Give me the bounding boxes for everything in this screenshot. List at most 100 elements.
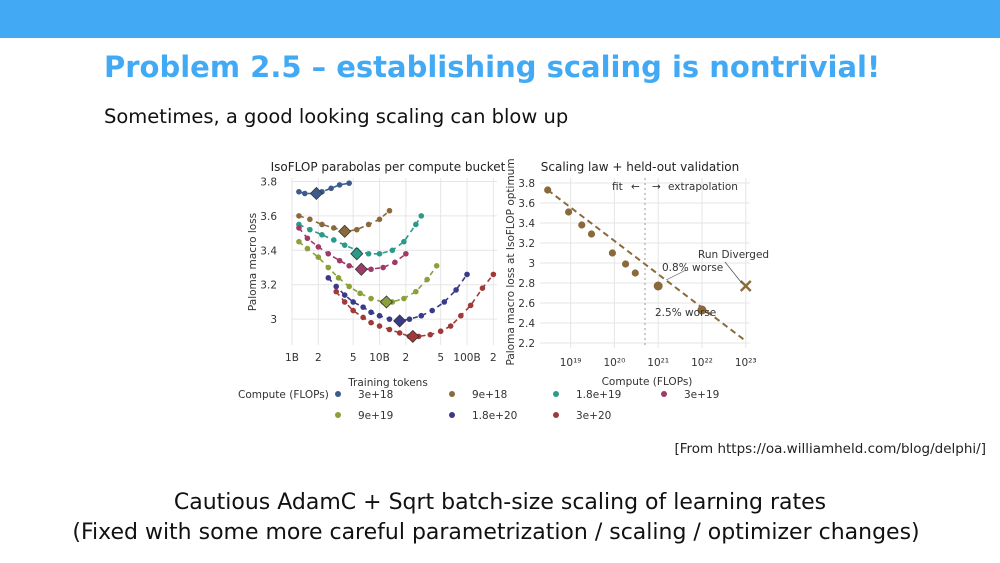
data-point	[307, 216, 313, 223]
right-ytick-label: 2.4	[518, 318, 535, 330]
isoflop-chart: IsoFLOP parabolas per compute bucket 3 3.…	[238, 160, 719, 422]
data-point	[325, 264, 332, 271]
data-point	[365, 250, 372, 257]
right-chart-title: Scaling law + held-out validation	[541, 160, 740, 174]
left-ytick-label: 3.6	[260, 211, 277, 223]
data-point	[341, 242, 348, 248]
data-point	[350, 299, 356, 305]
data-point	[346, 283, 352, 290]
annotation-leader	[724, 261, 743, 284]
data-point	[325, 250, 332, 257]
bottom-text-line-1: Cautious AdamC + Sqrt batch-size scaling…	[173, 490, 827, 515]
annotation-extrapolation: extrapolation	[668, 181, 738, 193]
data-point	[353, 226, 360, 233]
data-point	[346, 263, 352, 269]
header-bar	[0, 0, 1000, 38]
right-ytick-label: 3.8	[518, 178, 535, 190]
data-point	[376, 250, 383, 257]
left-xtick-label: 5	[437, 352, 444, 364]
annotation-right-arrow: →	[652, 181, 661, 193]
series-line	[327, 273, 468, 322]
data-point	[301, 190, 308, 197]
left-ytick-label: 3.4	[260, 245, 277, 257]
left-xtick-label: 1B	[285, 352, 299, 364]
fit-point	[631, 269, 639, 277]
data-point	[315, 254, 322, 260]
bottom-text-line-2: (Fixed with some more careful parametriz…	[72, 520, 920, 545]
data-point	[401, 295, 407, 302]
data-point	[330, 225, 337, 231]
legend-entry: 1.8e+19	[576, 389, 621, 401]
data-point	[330, 237, 337, 243]
right-ytick-label: 3.2	[518, 238, 535, 250]
right-xtick-label: 10¹⁹	[560, 357, 582, 369]
left-ytick-label: 3.2	[260, 280, 277, 292]
fit-point	[578, 221, 586, 229]
data-point	[296, 225, 302, 231]
diverged-marker	[739, 280, 752, 292]
data-point	[376, 216, 383, 223]
fit-point	[565, 208, 573, 216]
data-point	[453, 287, 459, 293]
fit-point	[621, 260, 630, 268]
data-point	[325, 275, 332, 281]
left-chart-title: IsoFLOP parabolas per compute bucket	[271, 160, 506, 174]
left-xtick-label: 2	[315, 352, 322, 364]
optimum-marker	[309, 186, 323, 201]
data-point	[296, 238, 302, 245]
legend-swatch	[449, 412, 455, 418]
data-point	[368, 319, 374, 326]
data-point	[315, 244, 322, 250]
annotation-worse-1: 0.8% worse	[662, 262, 723, 274]
fit-line	[547, 189, 747, 342]
data-point	[296, 213, 302, 219]
right-ytick-label: 3	[528, 258, 535, 270]
left-xtick-label: 2	[490, 352, 497, 364]
scaling-law-chart: Scaling law + held-out validation 2.2 2.4…	[505, 158, 769, 388]
legend-swatch	[335, 391, 341, 397]
right-ytick-label: 3.6	[518, 198, 535, 210]
annotation-worse-2: 2.5% worse	[655, 307, 716, 319]
right-ytick-label: 2.8	[518, 278, 535, 290]
data-point	[406, 316, 413, 322]
data-point	[424, 276, 430, 283]
data-point	[368, 295, 374, 302]
data-point	[368, 309, 374, 316]
series-line	[298, 215, 422, 255]
left-xtick-label: 100B	[453, 352, 480, 364]
data-point	[386, 207, 393, 214]
left-ytick-label: 3.8	[260, 176, 277, 188]
data-point	[403, 250, 409, 257]
left-xtick-label: 10B	[369, 352, 390, 364]
annotation-leader	[666, 269, 687, 281]
data-point	[307, 226, 313, 233]
legend-swatch	[335, 412, 341, 418]
right-ytick-label: 2.2	[518, 338, 535, 350]
data-point	[418, 312, 425, 319]
left-ytick-label: 3	[270, 314, 277, 326]
data-point	[389, 247, 396, 254]
data-point	[336, 182, 343, 188]
legend-entry: 1.8e+20	[472, 410, 517, 422]
left-xtick-label: 5	[350, 352, 357, 364]
right-xtick-label: 10²⁰	[604, 357, 626, 369]
right-ytick-label: 3.4	[518, 218, 535, 230]
data-point	[479, 285, 486, 291]
left-chart-ylabel: Paloma macro loss	[247, 213, 259, 311]
data-point	[490, 271, 497, 278]
heldout-point	[697, 305, 707, 315]
data-point	[328, 185, 334, 192]
data-point	[296, 188, 302, 195]
citation: [From https://oa.williamheld.com/blog/de…	[674, 441, 986, 457]
right-xtick-label: 10²³	[735, 357, 757, 369]
optimum-marker	[350, 247, 364, 261]
legend-swatch	[553, 412, 559, 418]
legend-title: Compute (FLOPs)	[238, 389, 329, 401]
data-point	[386, 316, 393, 322]
data-point	[336, 257, 343, 264]
legend-entry: 3e+19	[684, 389, 719, 401]
right-chart-xlabel: Compute (FLOPs)	[602, 376, 693, 388]
data-point	[319, 221, 325, 228]
right-xtick-label: 10²¹	[647, 357, 669, 369]
data-point	[458, 312, 464, 319]
